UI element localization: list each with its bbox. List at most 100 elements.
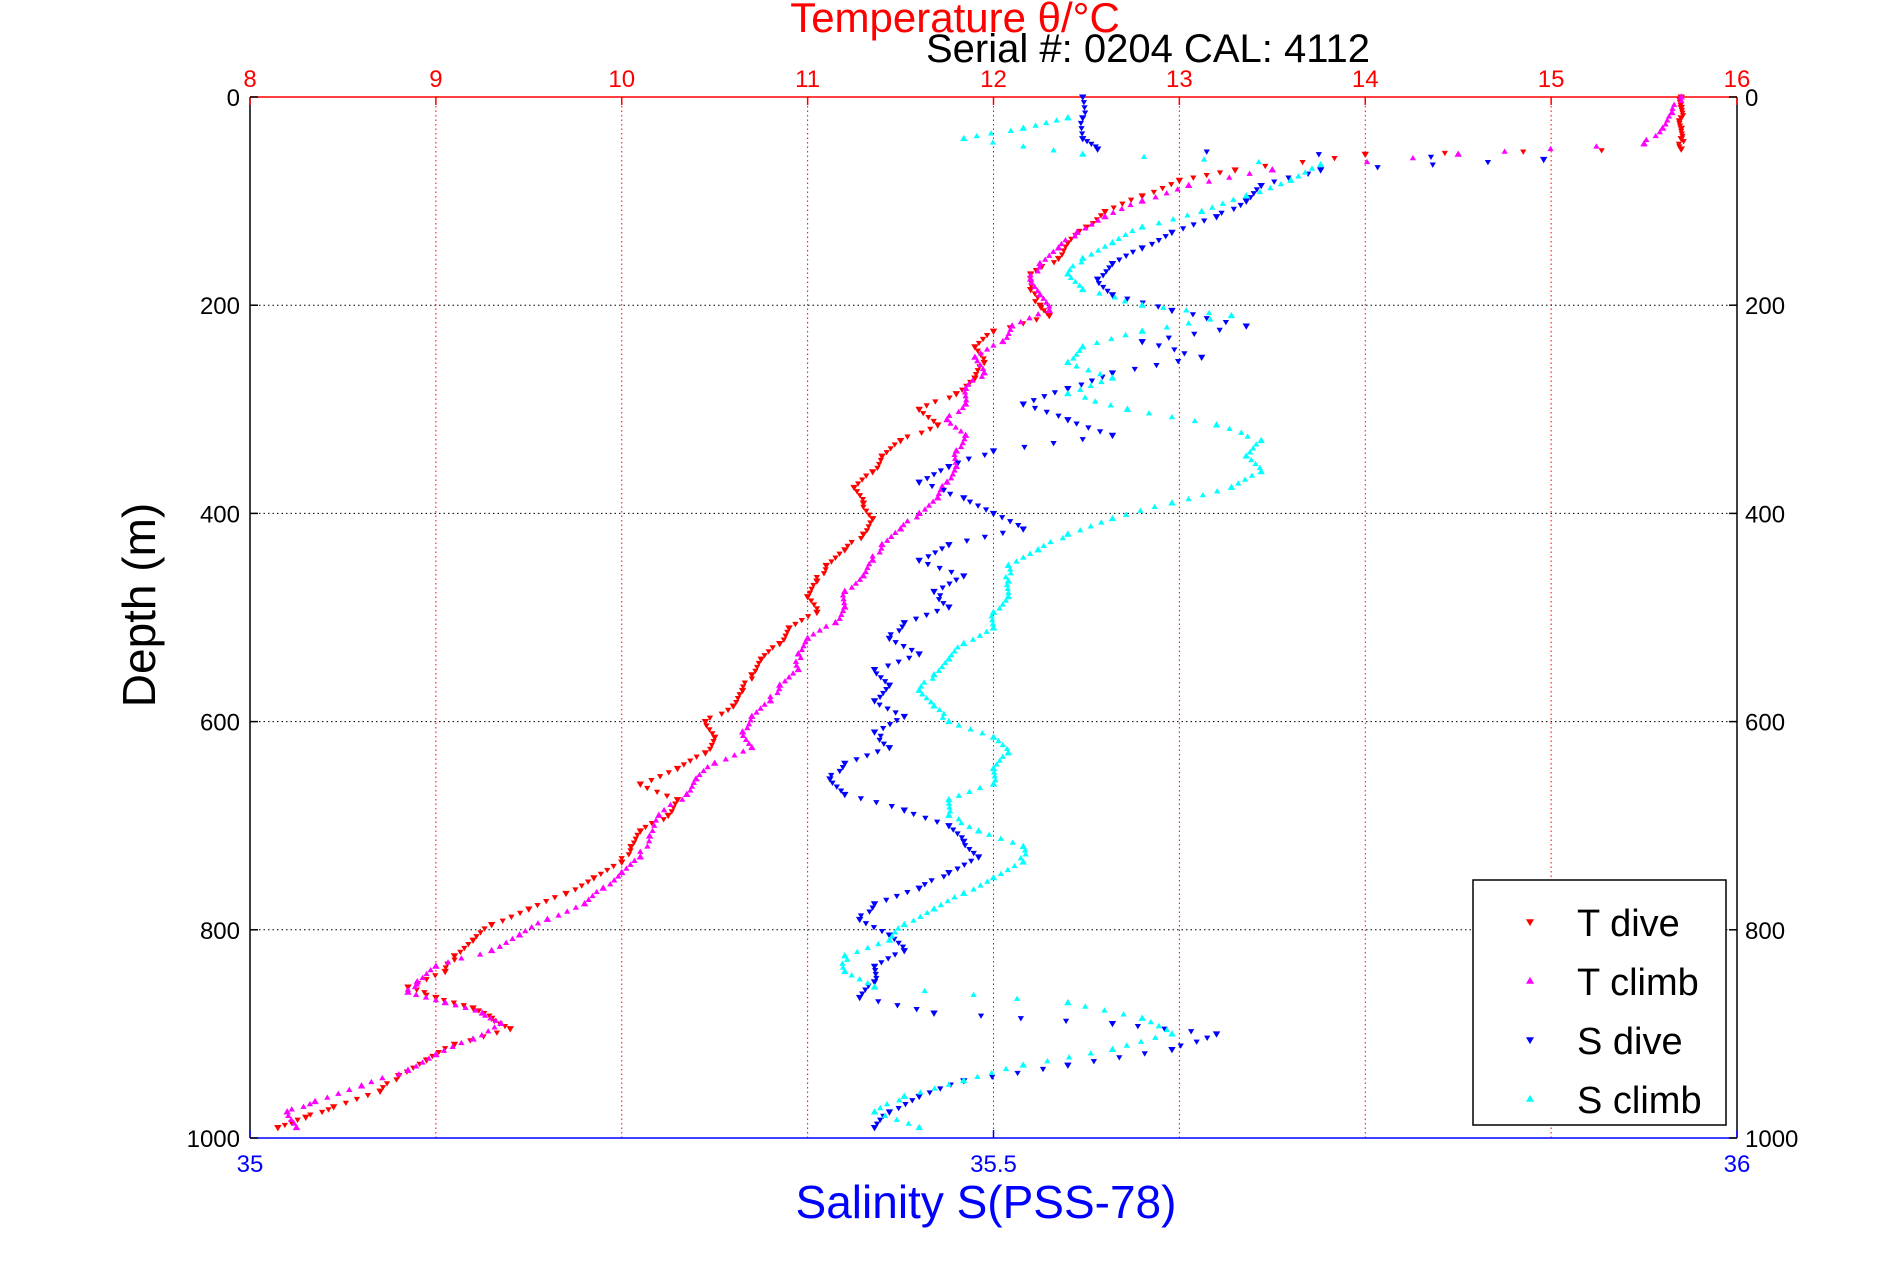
data-point [648, 778, 655, 784]
data-point [841, 587, 849, 595]
data-point [1030, 398, 1037, 404]
data-point [654, 789, 661, 796]
data-point [1241, 476, 1249, 482]
data-point [432, 996, 439, 1003]
data-point [623, 865, 630, 871]
data-point [940, 874, 947, 880]
data-point [1043, 409, 1050, 416]
data-point [921, 882, 928, 888]
data-point [1197, 354, 1206, 362]
data-point [930, 418, 937, 425]
data-point [1108, 1020, 1117, 1028]
data-point [1054, 255, 1063, 263]
data-point [404, 988, 412, 995]
data-point [878, 928, 886, 935]
data-point [1019, 842, 1027, 850]
data-point [925, 414, 932, 421]
data-point [1082, 225, 1089, 231]
data-point [874, 749, 881, 755]
data-point [1011, 862, 1018, 869]
data-point [841, 547, 849, 554]
data-point [1064, 114, 1072, 121]
data-point [872, 971, 879, 978]
data-point [748, 672, 756, 679]
data-point [432, 962, 440, 969]
data-point [294, 1117, 301, 1123]
data-point [300, 1103, 307, 1109]
data-point [1255, 158, 1262, 165]
data-point [1099, 273, 1107, 279]
data-point [870, 963, 879, 971]
data-point [1677, 125, 1685, 133]
data-point [660, 817, 667, 823]
data-point [627, 843, 635, 851]
data-point [1093, 146, 1102, 153]
data-point [848, 539, 855, 546]
data-point [813, 575, 820, 581]
data-point [1218, 210, 1225, 217]
data-point [469, 937, 477, 945]
data-point [1141, 1051, 1148, 1057]
data-point [688, 783, 696, 789]
data-point [1082, 1003, 1089, 1009]
data-point [458, 1039, 465, 1046]
data-point [1077, 386, 1084, 392]
data-point [335, 1090, 342, 1096]
data-point [1171, 347, 1178, 353]
data-point [813, 606, 821, 612]
data-point [1101, 1007, 1108, 1013]
data-point [1033, 317, 1040, 323]
data-point [1295, 173, 1302, 179]
data-point [1226, 174, 1233, 180]
data-point [1185, 495, 1192, 502]
data-point [1123, 253, 1130, 259]
data-point [1200, 156, 1208, 162]
data-point [841, 967, 849, 974]
data-point [753, 709, 760, 715]
data-point [482, 1012, 489, 1018]
data-point [921, 679, 928, 685]
data-point [999, 337, 1007, 345]
data-point [880, 725, 887, 732]
data-point [1231, 167, 1239, 174]
legend: T dive T climb S dive S climb [1472, 879, 1727, 1126]
data-point [1253, 187, 1260, 193]
data-point [776, 681, 784, 688]
data-point [1108, 514, 1117, 522]
data-point [1257, 436, 1265, 444]
data-point [900, 521, 907, 528]
data-point [963, 538, 971, 544]
data-point [906, 655, 913, 662]
data-point [931, 1085, 938, 1091]
data-point [637, 848, 644, 854]
data-point [945, 870, 953, 877]
data-point [701, 750, 710, 757]
data-point [868, 556, 877, 563]
data-point [921, 987, 928, 994]
data-point [960, 495, 968, 502]
data-point [862, 568, 869, 575]
data-point [1207, 316, 1214, 322]
data-point [292, 1123, 301, 1131]
data-point [441, 968, 449, 976]
data-point [1185, 320, 1192, 326]
data-point [896, 437, 905, 445]
data-point [989, 328, 998, 336]
data-point [996, 757, 1003, 763]
data-point [923, 403, 930, 409]
data-point [947, 491, 954, 498]
data-point [945, 604, 953, 611]
data-point [930, 670, 938, 678]
data-point [839, 765, 847, 771]
data-point [525, 906, 533, 913]
data-point [1331, 156, 1338, 162]
data-point [794, 665, 803, 673]
data-point [957, 428, 965, 434]
depth-tick-label-right: 0 [1745, 85, 1758, 112]
data-point [971, 375, 979, 382]
data-point [497, 1019, 505, 1027]
data-point [1123, 511, 1130, 517]
data-point [841, 760, 849, 768]
data-point [679, 796, 686, 802]
data-point [1138, 223, 1146, 230]
